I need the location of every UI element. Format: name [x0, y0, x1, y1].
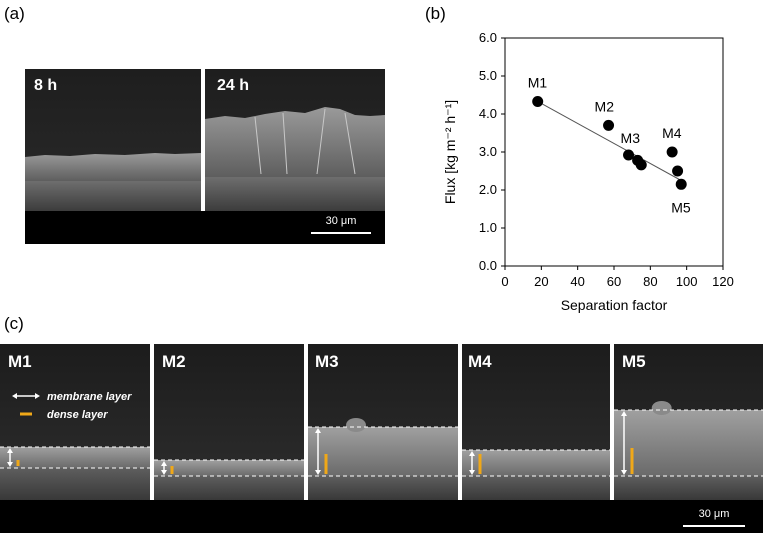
y-axis-title: Flux [kg m⁻² h⁻¹] [442, 100, 458, 204]
y-tick-label: 0.0 [479, 258, 497, 273]
x-tick-label: 0 [501, 274, 508, 289]
sem-label-8h: 8 h [34, 77, 58, 94]
tile-separator [150, 344, 154, 500]
point-label-m5: M5 [671, 199, 691, 215]
surface-grain [346, 418, 366, 432]
scalebar-c [683, 525, 745, 527]
x-tick-label: 80 [643, 274, 657, 289]
arrowhead [315, 470, 321, 475]
panel-label-b: (b) [425, 4, 446, 23]
point-label-m1: M1 [528, 74, 548, 90]
data-point [532, 95, 544, 107]
x-tick-label: 100 [676, 274, 698, 289]
y-tick-label: 2.0 [479, 182, 497, 197]
sem-label-24h: 24 h [217, 77, 250, 94]
arrowhead [469, 470, 475, 475]
support-layer [308, 476, 458, 500]
arrowhead [315, 428, 321, 433]
membrane-layer [462, 450, 610, 476]
sem-panel-a-image [25, 69, 385, 244]
data-point [603, 119, 615, 131]
sem-label-m3: M3 [315, 352, 339, 371]
support-layer [462, 476, 610, 500]
sem-label-m2: M2 [162, 352, 186, 371]
flux-scatter-chart: 0 20 40 60 80 100 120 0.0 1.0 2.0 3.0 4.0 5.0 6.0 Sepa… [442, 30, 734, 313]
surface-grain [651, 401, 672, 415]
membrane-layer [308, 427, 458, 476]
x-axis-title: Separation factor [561, 297, 668, 313]
y-tick-label: 6.0 [479, 30, 497, 45]
legend-membrane-layer: membrane layer [47, 391, 132, 403]
sem-label-m1: M1 [8, 352, 32, 371]
tile-separator [458, 344, 462, 500]
trendline [537, 101, 682, 181]
data-point [666, 146, 678, 158]
point-label-m3: M3 [621, 130, 641, 146]
support-layer [614, 476, 763, 500]
arrowhead [7, 448, 13, 453]
y-tick-label: 4.0 [479, 106, 497, 121]
scalebar-label-c: 30 μm [698, 508, 730, 520]
arrowhead [7, 462, 13, 467]
sem-label-m4: M4 [468, 352, 492, 371]
tile-separator [304, 344, 308, 500]
membrane-layer [154, 460, 304, 476]
data-point [675, 178, 687, 190]
point-label-m2: M2 [595, 98, 615, 114]
x-tick-label: 60 [607, 274, 621, 289]
legend-icons [12, 393, 40, 416]
sem-label-m5: M5 [622, 352, 646, 371]
scalebar-a [311, 232, 371, 234]
membrane-layer [614, 410, 763, 476]
bottom-strip [0, 500, 763, 533]
scalebar-label-a: 30 μm [325, 215, 357, 227]
y-tick-label: 1.0 [479, 220, 497, 235]
support-layer [154, 476, 304, 500]
membrane-layer [0, 447, 150, 468]
arrowhead [621, 470, 627, 475]
arrowhead [469, 451, 475, 456]
arrowhead [621, 411, 627, 416]
y-tick-label: 3.0 [479, 144, 497, 159]
panel-label-c: (c) [4, 314, 24, 333]
x-tick-label: 120 [712, 274, 734, 289]
x-tick-label: 20 [534, 274, 548, 289]
data-point [672, 165, 684, 177]
x-tick-label: 40 [570, 274, 584, 289]
panel-label-a: (a) [4, 4, 25, 23]
arrowhead [161, 461, 167, 466]
point-label-m4: M4 [662, 125, 682, 141]
sem-panel-c-image [0, 344, 763, 533]
plot-frame [504, 37, 724, 267]
legend-dense-layer: dense layer [47, 409, 108, 421]
tile-separator [610, 344, 614, 500]
data-point [623, 149, 635, 161]
data-point [635, 159, 647, 171]
sem-panel-a: 8 h 24 h 30 μm [25, 69, 385, 244]
y-tick-label: 5.0 [479, 68, 497, 83]
arrowhead [161, 470, 167, 475]
support-layer [0, 468, 150, 500]
sem-panel-c: M1 M2 M3 M4 M5 membrane layer dense laye… [0, 344, 763, 533]
